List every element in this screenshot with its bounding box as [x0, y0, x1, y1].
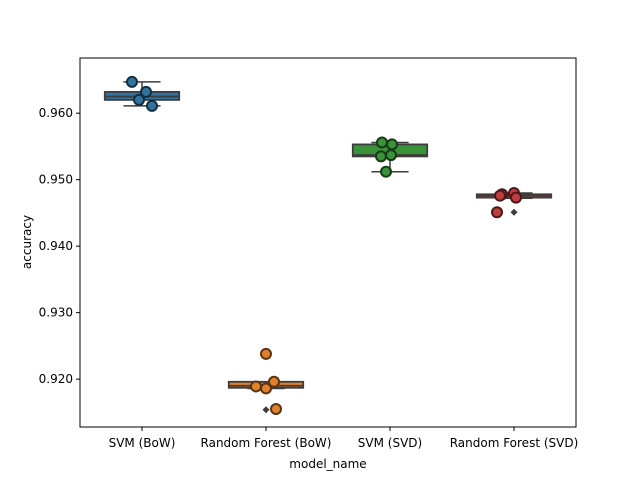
strip-points-3 — [375, 136, 398, 178]
data-point — [260, 382, 272, 395]
data-point — [375, 150, 387, 163]
strip-points-1 — [126, 75, 158, 112]
data-point — [250, 380, 262, 393]
data-point — [270, 403, 282, 416]
data-point — [133, 93, 145, 106]
data-point — [491, 206, 503, 219]
x-axis: SVM (BoW) Random Forest (BoW) SVM (SVD) Ran… — [109, 427, 579, 450]
x-tick-label: SVM (BoW) — [109, 436, 176, 450]
data-point — [376, 136, 388, 149]
x-tick-label: Random Forest (BoW) — [201, 436, 332, 450]
data-point — [385, 149, 397, 162]
data-point — [140, 85, 152, 98]
plot-frame — [79, 57, 577, 428]
data-point — [494, 189, 506, 202]
x-axis-label: model_name — [289, 457, 366, 471]
y-axis-label: accuracy — [20, 215, 34, 269]
y-tick-label: 0.940 — [39, 239, 73, 253]
strip-points-2 — [250, 347, 282, 416]
y-tick-label: 0.920 — [39, 372, 73, 386]
data-point — [380, 165, 392, 178]
data-point — [268, 375, 280, 388]
data-point — [386, 138, 398, 151]
plot-marks — [103, 75, 553, 416]
y-tick-label: 0.930 — [39, 306, 73, 320]
y-tick-label: 0.950 — [39, 173, 73, 187]
x-tick-label: SVM (SVD) — [358, 436, 422, 450]
data-point — [260, 347, 272, 360]
y-tick-label: 0.960 — [39, 106, 73, 120]
data-point — [126, 75, 138, 88]
strip-points-4 — [491, 186, 522, 219]
x-tick-label: Random Forest (SVD) — [450, 436, 579, 450]
box-outlier — [262, 406, 270, 414]
box-outlier — [510, 208, 518, 216]
y-axis: 0.920 0.930 0.940 0.950 0.960 — [39, 106, 80, 386]
data-point — [146, 99, 158, 112]
data-point — [510, 191, 522, 204]
